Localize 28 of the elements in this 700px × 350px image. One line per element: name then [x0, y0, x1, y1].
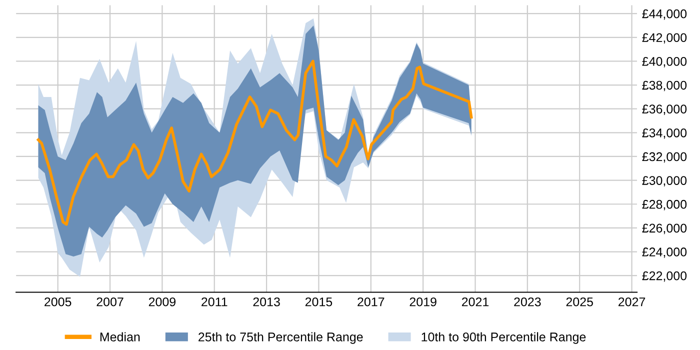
y-tick-label: £42,000 — [642, 33, 687, 44]
x-tick-label: 2013 — [253, 297, 280, 306]
x-tick-label: 2009 — [148, 297, 176, 306]
y-tick-label: £26,000 — [642, 224, 687, 234]
legend-label: 10th to 90th Percentile Range — [422, 332, 586, 344]
y-tick-label: £36,000 — [642, 104, 687, 115]
line-series — [36, 60, 473, 226]
legend-label: Median — [100, 332, 140, 342]
x-tick-label: 2021 — [462, 297, 489, 306]
x-tick-label: 2007 — [96, 297, 124, 306]
x-tick-label: 2023 — [514, 297, 541, 306]
x-tick-label: 2019 — [410, 297, 436, 306]
y-tick-label: £30,000 — [642, 176, 687, 186]
legend-label: 25th to 75th Percentile Range — [198, 332, 363, 344]
x-tick-label: 2017 — [358, 297, 384, 306]
x-tick-label: 2005 — [44, 297, 72, 306]
x-tick-label: 2015 — [305, 297, 332, 306]
y-tick-label: £22,000 — [642, 271, 687, 282]
y-tick-label: £40,000 — [642, 57, 687, 68]
y-tick-label: £38,000 — [642, 80, 687, 92]
y-tick-label: £34,000 — [642, 128, 687, 139]
y-tick-label: £28,000 — [642, 200, 687, 210]
y-tick-label: £24,000 — [642, 248, 687, 258]
x-tick-label: 2011 — [202, 297, 228, 306]
y-tick-label: £32,000 — [642, 152, 687, 163]
y-tick-label: £44,000 — [642, 9, 687, 20]
x-tick-label: 2027 — [618, 297, 646, 306]
x-tick-label: 2025 — [566, 297, 593, 306]
